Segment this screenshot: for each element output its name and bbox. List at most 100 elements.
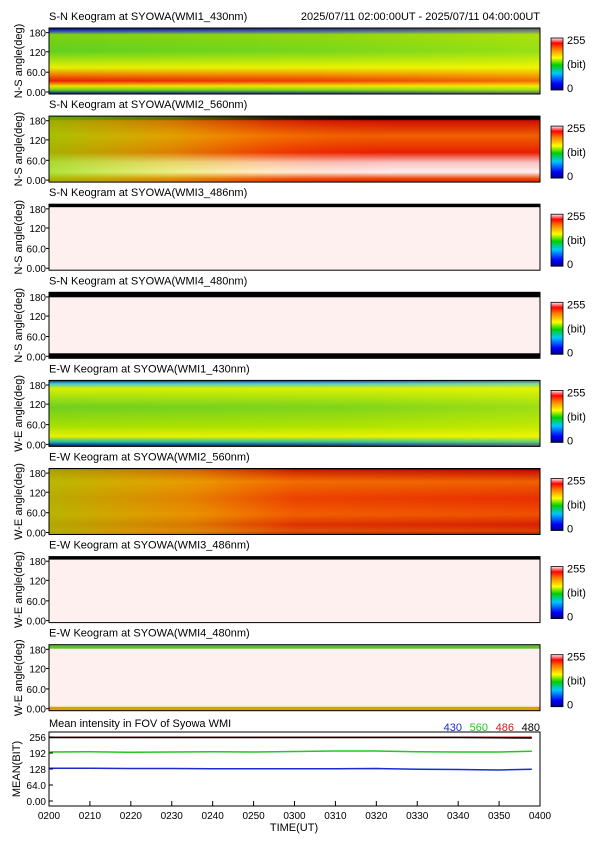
mean-y-tick-label: 192: [29, 749, 46, 760]
keogram-title: S-N Keogram at SYOWA(WMI4_480nm): [49, 275, 247, 287]
colorbar-unit-label: (bit): [567, 59, 586, 71]
mean-x-tick-label: 0310: [324, 811, 347, 822]
keogram-y-axis-label: W-E angle(deg): [13, 639, 25, 716]
keogram-panel: S-N Keogram at SYOWA(WMI4_480nm)180 120 60…: [13, 275, 586, 363]
mean-x-tick-label: 0230: [161, 811, 184, 822]
keogram-panel: S-N Keogram at SYOWA(WMI2_560nm)180 120 60…: [13, 99, 586, 187]
colorbar-min-label: 0: [567, 524, 573, 536]
keogram-frame: [48, 27, 541, 95]
colorbar: [550, 654, 564, 708]
keogram-image-overlay: [49, 28, 540, 94]
keogram-y-tick-label: 180: [29, 645, 46, 656]
mean-chart-title: Mean intensity in FOV of Syowa WMI: [49, 718, 231, 730]
keogram-y-tick-label: 120: [29, 224, 46, 235]
mean-series-line-480: [49, 736, 532, 739]
keogram-frame: [48, 203, 541, 271]
keogram-y-axis-label: W-E angle(deg): [13, 463, 25, 540]
keogram-y-tick-label: 0.00: [27, 264, 47, 275]
keogram-y-axis-label: N-S angle(deg): [13, 24, 25, 99]
keogram-y-tick-label: 120: [29, 312, 46, 323]
keogram-y-tick-label: 120: [29, 488, 46, 499]
keogram-y-tick-label: 60.0: [27, 68, 47, 79]
keogram-edge-band: [49, 204, 540, 208]
keogram-y-axis-label: N-S angle(deg): [13, 200, 25, 275]
keogram-y-axis-label: W-E angle(deg): [13, 551, 25, 628]
colorbar-unit-label: (bit): [567, 411, 586, 423]
keogram-panel: S-N Keogram at SYOWA(WMI3_486nm)180 120 60…: [13, 187, 586, 275]
keogram-image-overlay: [49, 116, 540, 183]
colorbar: [550, 478, 564, 531]
colorbar-max-label: 255: [567, 211, 585, 223]
mean-legend-entry: 486: [496, 722, 514, 734]
keogram-frame: [48, 379, 541, 447]
colorbar-unit-label: (bit): [567, 676, 586, 688]
keogram-frame: [48, 115, 541, 183]
mean-x-tick-label: 0200: [38, 811, 61, 822]
header-time-range: 2025/07/11 02:00:00UT - 2025/07/11 04:00…: [301, 11, 540, 23]
keogram-y-tick-label: 0.00: [27, 617, 47, 628]
colorbar-min-label: 0: [567, 259, 573, 271]
keogram-y-tick-label: 60.0: [27, 509, 47, 520]
keogram-y-tick-label: 0.00: [27, 352, 47, 363]
colorbar-max-label: 255: [567, 299, 585, 311]
keogram-panel: E-W Keogram at SYOWA(WMI1_430nm)180 120 60…: [13, 363, 586, 451]
mean-x-tick-label: 0350: [488, 811, 511, 822]
keogram-panel: E-W Keogram at SYOWA(WMI3_486nm)180 120 60…: [13, 540, 586, 628]
colorbar-min-label: 0: [567, 612, 573, 624]
mean-legend: 480 486 560 430: [444, 722, 540, 734]
colorbar: [550, 37, 564, 91]
mean-y-tick-label: 128: [29, 765, 46, 776]
keogram-title: S-N Keogram at SYOWA(WMI1_430nm): [49, 11, 247, 23]
colorbar: [550, 389, 564, 443]
keogram-y-tick-label: 0.00: [27, 176, 47, 187]
mean-x-ticks: 0200 0210 0220 0230 0240 0250 0300 0310 0320 0330…: [38, 801, 552, 822]
keogram-title: E-W Keogram at SYOWA(WMI3_486nm): [49, 540, 250, 552]
keogram-image-overlay: [49, 468, 540, 535]
colorbar-unit-label: (bit): [567, 500, 586, 512]
keogram-edge-band: [49, 556, 540, 560]
keogram-y-tick-label: 180: [29, 293, 46, 304]
colorbar-unit-label: (bit): [567, 323, 586, 335]
keogram-y-tick-label: 180: [29, 469, 46, 480]
colorbar-unit-label: (bit): [567, 147, 586, 159]
keogram-y-tick-label: 120: [29, 400, 46, 411]
colorbar-max-label: 255: [567, 564, 585, 576]
keogram-title: E-W Keogram at SYOWA(WMI4_480nm): [49, 628, 250, 640]
keogram-image-overlay: [49, 380, 540, 447]
mean-x-tick-label: 0210: [79, 811, 102, 822]
mean-x-tick-label: 0240: [202, 811, 225, 822]
colorbar-min-label: 0: [567, 171, 573, 183]
keogram-image: [49, 644, 540, 711]
keogram-y-axis-label: N-S angle(deg): [13, 288, 25, 363]
keogram-panels: S-N Keogram at SYOWA(WMI1_430nm) 2025/07/…: [13, 11, 586, 716]
keogram-y-tick-label: 180: [29, 205, 46, 216]
keogram-edge-band: [49, 644, 540, 649]
mean-y-tick-label: 0.00: [27, 797, 47, 808]
keogram-y-tick-label: 60.0: [27, 421, 47, 432]
keogram-frame: [48, 556, 541, 624]
colorbar-unit-label: (bit): [567, 588, 586, 600]
mean-series-layer: [48, 736, 532, 771]
mean-x-tick-label: 0300: [283, 811, 306, 822]
keogram-y-tick-label: 0.00: [27, 529, 47, 540]
mean-y-axis-label: MEAN(BIT): [11, 741, 23, 797]
keogram-frame: [48, 468, 541, 535]
mean-x-tick-label: 0400: [529, 811, 552, 822]
colorbar-max-label: 255: [567, 652, 585, 664]
mean-x-tick-label: 0250: [242, 811, 265, 822]
mean-x-tick-label: 0320: [365, 811, 388, 822]
keogram-y-tick-label: 120: [29, 136, 46, 147]
keogram-y-axis-label: W-E angle(deg): [13, 375, 25, 452]
keogram-y-tick-label: 60.0: [27, 333, 47, 344]
keogram-edge-band: [49, 292, 540, 298]
keogram-title: E-W Keogram at SYOWA(WMI1_430nm): [49, 363, 250, 375]
keogram-image: [49, 204, 540, 271]
keogram-y-tick-label: 0.00: [27, 440, 47, 451]
mean-x-axis-label: TIME(UT): [270, 822, 318, 834]
colorbar-max-label: 255: [567, 35, 585, 47]
colorbar-min-label: 0: [567, 83, 573, 95]
keogram-image: [49, 292, 540, 359]
keogram-y-tick-label: 180: [29, 29, 46, 40]
keogram-frame: [48, 291, 541, 359]
